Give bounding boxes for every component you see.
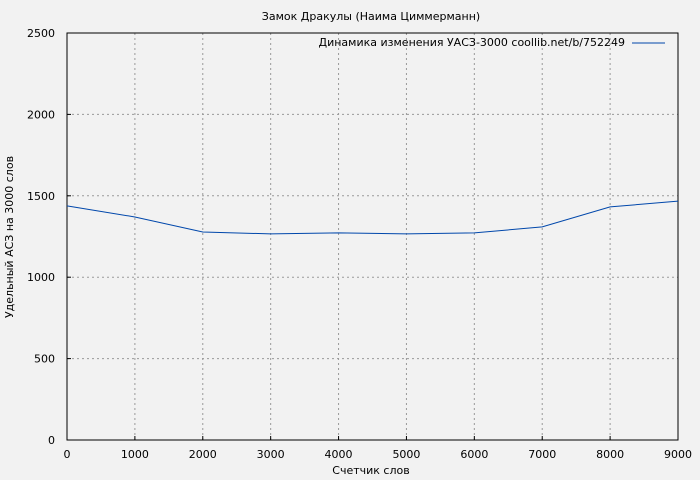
y-tick-label: 500 [34,353,55,366]
x-tick-label: 6000 [460,448,488,461]
legend-label: Динамика изменения УАСЗ-3000 coollib.net… [319,36,626,49]
x-tick-label: 2000 [189,448,217,461]
y-tick-label: 1500 [27,190,55,203]
y-tick-label: 1000 [27,271,55,284]
x-tick-label: 0 [64,448,71,461]
x-tick-label: 9000 [664,448,692,461]
y-tick-label: 0 [48,434,55,447]
x-tick-label: 4000 [325,448,353,461]
x-tick-label: 8000 [596,448,624,461]
x-tick-label: 1000 [121,448,149,461]
plot-frame [66,32,679,441]
series-line [66,200,679,235]
y-tick-label: 2500 [27,27,55,40]
x-tick-label: 5000 [392,448,420,461]
grid [66,32,679,441]
y-tick-label: 2000 [27,108,55,121]
y-axis-label: Удельный АСЗ на 3000 слов [3,156,16,318]
chart-title: Замок Дракулы (Наима Циммерманн) [262,10,480,23]
x-tick-label: 7000 [528,448,556,461]
x-tick-label: 3000 [257,448,285,461]
x-axis-label: Счетчик слов [332,464,409,477]
